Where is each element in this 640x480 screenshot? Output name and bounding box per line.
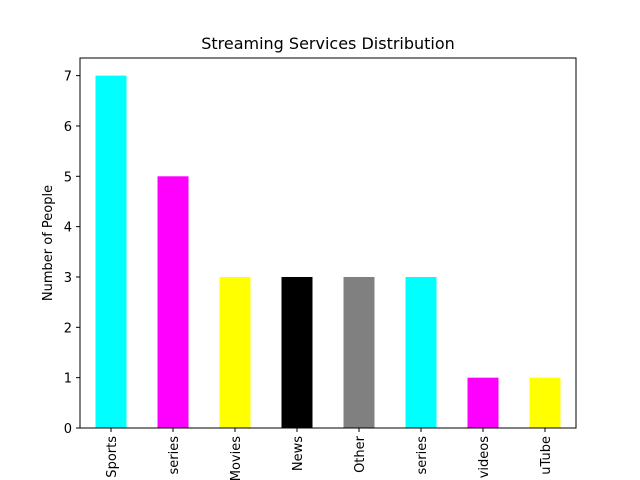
bar-3 — [281, 276, 313, 428]
bar-7 — [529, 377, 561, 428]
y-tick-label-2: 2 — [64, 321, 72, 336]
y-tick-label-5: 5 — [64, 170, 72, 185]
bar-0 — [95, 75, 127, 428]
bar-1 — [157, 176, 189, 428]
y-axis-label: Number of People — [41, 185, 56, 301]
x-tick-label-6: videos — [477, 436, 492, 479]
y-tick-label-0: 0 — [64, 422, 72, 437]
x-tick-label-7: uTube — [539, 436, 554, 475]
y-tick-label-3: 3 — [64, 271, 72, 286]
x-axis-ticks: Sports series Movies News Other series videos u… — [105, 428, 554, 480]
bars-group — [95, 75, 561, 428]
bar-6 — [467, 377, 499, 428]
x-tick-label-2: Movies — [229, 436, 244, 480]
y-tick-label-4: 4 — [64, 221, 72, 236]
y-tick-label-1: 1 — [64, 372, 72, 387]
x-tick-label-0: Sports — [105, 436, 120, 478]
bar-2 — [219, 276, 251, 428]
x-tick-label-5: series — [415, 436, 430, 475]
chart-title: Streaming Services Distribution — [201, 34, 455, 53]
y-tick-label-7: 7 — [64, 70, 72, 85]
bar-4 — [343, 276, 375, 428]
x-tick-label-1: series — [167, 436, 182, 475]
y-tick-label-6: 6 — [64, 120, 72, 135]
y-axis-ticks: 0 1 2 3 4 5 6 7 — [64, 70, 80, 437]
x-tick-label-4: Other — [353, 435, 368, 473]
plot-frame — [79, 57, 577, 429]
x-tick-label-3: News — [291, 436, 306, 471]
bar-5 — [405, 276, 437, 428]
